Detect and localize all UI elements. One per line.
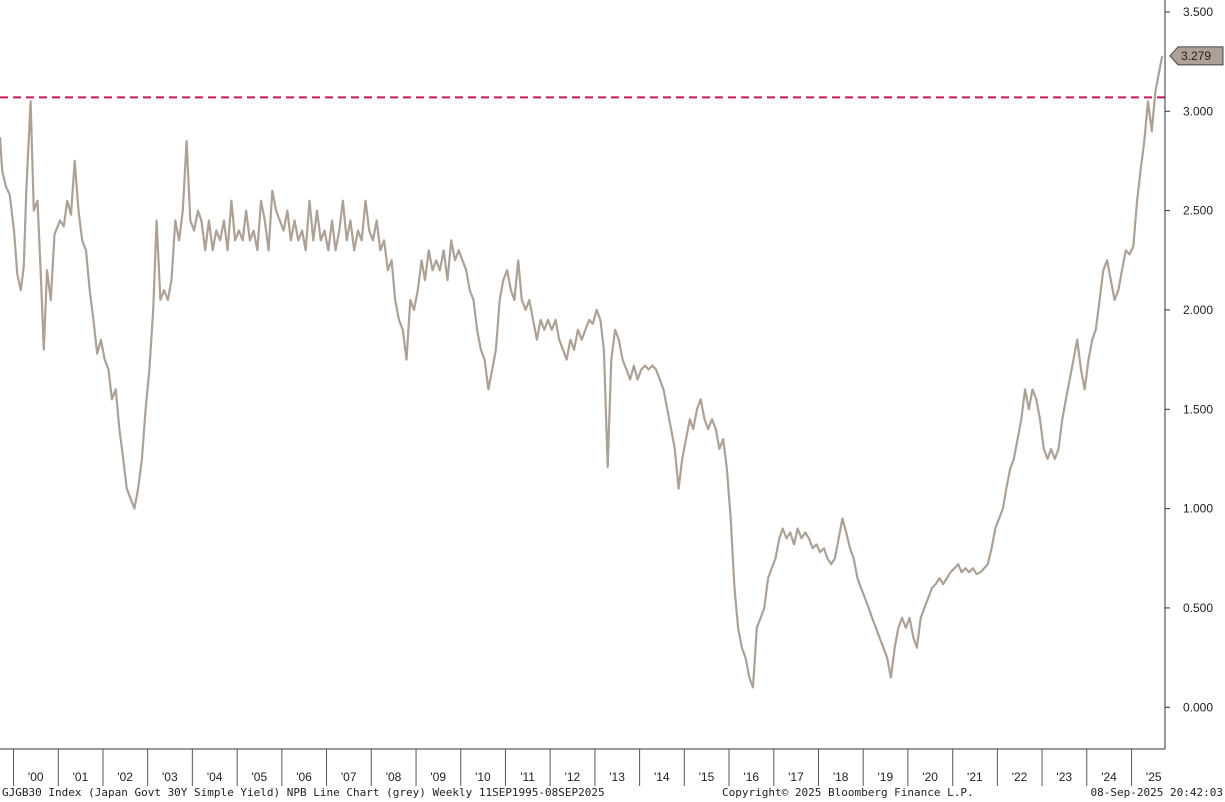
last-value-label: 3.279 bbox=[1181, 49, 1211, 63]
y-tick-label: 2.000 bbox=[1183, 303, 1213, 317]
x-tick-label: '10 bbox=[475, 770, 491, 784]
x-tick-label: '02 bbox=[117, 770, 133, 784]
x-tick-label: '23 bbox=[1056, 770, 1072, 784]
x-tick-label: '08 bbox=[386, 770, 402, 784]
x-tick-label: '24 bbox=[1101, 770, 1117, 784]
y-tick-label: 0.500 bbox=[1183, 601, 1213, 615]
x-tick-label: '17 bbox=[788, 770, 804, 784]
y-tick-label: 3.000 bbox=[1183, 104, 1213, 118]
x-tick-label: '15 bbox=[699, 770, 715, 784]
x-tick-label: '07 bbox=[341, 770, 357, 784]
last-value-marker: 3.279 bbox=[1169, 46, 1224, 66]
x-tick-label: '12 bbox=[565, 770, 581, 784]
y-tick-label: 0.000 bbox=[1183, 700, 1213, 714]
x-tick-label: '13 bbox=[609, 770, 625, 784]
y-axis: 3.500 3.000 2.500 2.000 1.500 1.000 0.500 0.000 bbox=[1164, 0, 1213, 749]
x-tick-label: '19 bbox=[878, 770, 894, 784]
x-tick-label: '25 bbox=[1146, 770, 1162, 784]
x-tick-label: '18 bbox=[833, 770, 849, 784]
x-tick-label: '16 bbox=[743, 770, 759, 784]
y-tick-label: 3.500 bbox=[1183, 5, 1213, 19]
x-tick-label: '09 bbox=[430, 770, 446, 784]
footer-copyright: Copyright© 2025 Bloomberg Finance L.P. bbox=[722, 786, 974, 799]
footer-timestamp: 08-Sep-2025 20:42:03 bbox=[1090, 786, 1223, 799]
series-layer bbox=[0, 55, 1164, 689]
x-tick-label: '04 bbox=[207, 770, 223, 784]
footer: GJGB30 Index (Japan Govt 30Y Simple Yiel… bbox=[0, 786, 1225, 802]
footer-series-description: GJGB30 Index (Japan Govt 30Y Simple Yiel… bbox=[2, 786, 605, 799]
x-tick-label: '06 bbox=[296, 770, 312, 784]
x-tick-label: '01 bbox=[73, 770, 89, 784]
x-tick-label: '03 bbox=[162, 770, 178, 784]
y-tick-label: 2.500 bbox=[1183, 204, 1213, 218]
last-value-badge bbox=[1169, 46, 1224, 66]
x-tick-label: '22 bbox=[1012, 770, 1028, 784]
x-axis: '00 '01 '02 '03 '04 '05 '06 '07 '08 '09 '10 '11 '12 '… bbox=[0, 748, 1165, 786]
y-tick-label: 1.000 bbox=[1183, 502, 1213, 516]
x-tick-label: '05 bbox=[252, 770, 268, 784]
y-tick-label: 1.500 bbox=[1183, 402, 1213, 416]
x-tick-label: '21 bbox=[967, 770, 983, 784]
yield-series-line bbox=[0, 55, 1164, 689]
x-tick-label: '11 bbox=[520, 770, 535, 784]
x-tick-label: '20 bbox=[922, 770, 938, 784]
x-tick-label: '00 bbox=[28, 770, 44, 784]
x-tick-label: '14 bbox=[654, 770, 670, 784]
